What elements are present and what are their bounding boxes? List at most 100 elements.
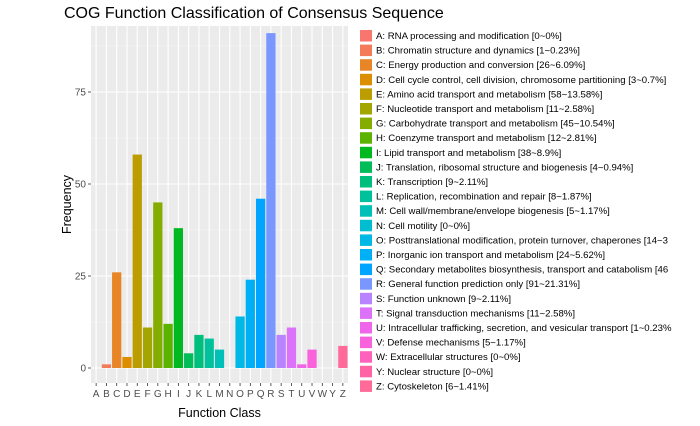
x-tick-label: S (278, 389, 285, 400)
y-axis: 0 25 50 75 (75, 88, 91, 375)
legend-entry: S: Function unknown [9~2.11%] (376, 294, 511, 305)
bar-I (173, 228, 184, 368)
x-tick-label: M (215, 389, 223, 400)
x-tick-label: I (177, 389, 180, 400)
legend-swatch (360, 219, 372, 232)
legend-swatch (360, 132, 372, 144)
bar-Q (255, 198, 266, 368)
bar-F (142, 327, 153, 368)
bar-D (122, 356, 132, 368)
x-tick-label: Z (340, 389, 346, 400)
legend-swatch (360, 380, 372, 392)
x-tick-label: J (186, 389, 191, 400)
legend-entry: B: Chromatin structure and dynamics [1~0… (376, 46, 580, 57)
legend-swatch (360, 336, 372, 349)
legend-swatch (360, 44, 372, 57)
legend-entry: E: Amino acid transport and metabolism [… (376, 89, 602, 100)
x-tick-label: K (196, 389, 203, 400)
bar-G (153, 202, 163, 368)
x-tick-label: Q (257, 389, 265, 400)
legend-entry: M: Cell wall/membrane/envelope biogenesi… (376, 206, 610, 217)
x-tick-label: T (288, 389, 294, 400)
bar-P (245, 279, 255, 368)
legend-entry: Q: Secondary metabolites biosynthesis, t… (376, 265, 668, 276)
bar-J (184, 353, 194, 368)
x-tick-label: L (206, 389, 212, 400)
legend-entry: I: Lipid transport and metabolism [38~8.… (376, 148, 561, 159)
legend-swatch (360, 190, 372, 203)
y-tick-label: 0 (80, 364, 86, 375)
x-tick-label: B (103, 389, 110, 400)
legend-swatch (360, 322, 372, 334)
bar-O (235, 316, 245, 368)
legend-entry: Z: Cytoskeleton [6~1.41%] (376, 381, 489, 392)
legend-entry: P: Inorganic ion transport and metabolis… (376, 250, 605, 261)
legend-entry: F: Nucleotide transport and metabolism [… (376, 104, 594, 115)
x-tick-label: P (247, 389, 254, 400)
bar-E (132, 154, 142, 368)
legend-swatch (360, 30, 372, 42)
legend-entry: U: Intracellular trafficking, secretion,… (376, 323, 672, 334)
legend-swatch (360, 351, 372, 363)
x-tick-label: D (123, 389, 130, 400)
x-tick-label: E (134, 389, 141, 400)
legend-entry: G: Carbohydrate transport and metabolism… (376, 119, 615, 130)
legend-entry: H: Coenzyme transport and metabolism [12… (376, 133, 597, 144)
legend-swatch (360, 73, 372, 86)
bar-H (163, 323, 173, 368)
bar-R (266, 33, 276, 369)
x-tick-label: U (298, 389, 305, 400)
bar-T (286, 327, 297, 368)
bar-C (112, 272, 122, 368)
bar-layer (101, 33, 348, 369)
legend-entry: R: General function prediction only [91~… (376, 279, 580, 290)
legend-swatch (360, 292, 372, 305)
legend-swatch (360, 161, 372, 173)
legend-swatch (360, 117, 372, 130)
y-tick-label: 75 (75, 88, 87, 99)
y-tick-label: 25 (75, 272, 87, 283)
legend-entry: V: Defense mechanisms [5~1.17%] (376, 338, 526, 349)
legend-swatch (360, 103, 372, 115)
legend-entry: T: Signal transduction mechanisms [11~2.… (376, 308, 575, 319)
legend-swatch (360, 88, 372, 100)
legend-swatch (360, 205, 372, 217)
legend-entry: J: Translation, ribosomal structure and … (376, 162, 633, 173)
bar-Z (338, 345, 348, 368)
legend-entry: Y: Nuclear structure [0~0%] (376, 367, 493, 378)
x-tick-label: A (93, 389, 100, 400)
x-tick-label: O (236, 389, 244, 400)
legend-swatch (360, 59, 372, 71)
x-tick-label: H (164, 389, 171, 400)
legend-swatch (360, 307, 372, 319)
x-tick-label: R (267, 389, 274, 400)
legend-entry: C: Energy production and conversion [26~… (376, 60, 585, 71)
legend-swatch (360, 146, 372, 159)
legend-entry: O: Posttranslational modification, prote… (376, 235, 668, 246)
bar-M (214, 349, 225, 368)
x-tick-label: V (309, 389, 316, 400)
y-tick-label: 50 (75, 180, 87, 191)
legend-swatch (360, 249, 372, 261)
legend-entry: L: Replication, recombination and repair… (376, 192, 592, 203)
x-tick-label: N (226, 389, 233, 400)
bar-U (297, 364, 307, 368)
legend-entry: D: Cell cycle control, cell division, ch… (376, 75, 666, 86)
legend-swatch (360, 365, 372, 378)
legend-entry: W: Extracellular structures [0~0%] (376, 352, 521, 363)
bar-L (204, 338, 214, 368)
legend-swatch (360, 176, 372, 188)
x-tick-label: Y (329, 389, 336, 400)
x-axis-label: Function Class (178, 406, 261, 420)
legend-swatch (360, 263, 372, 276)
x-tick-label: G (154, 389, 162, 400)
bar-K (194, 334, 204, 368)
bar-V (307, 349, 317, 368)
legend-entry: K: Transcription [9~2.11%] (376, 177, 488, 188)
x-tick-label: F (144, 389, 150, 400)
x-tick-label: W (318, 389, 328, 400)
chart-title: COG Function Classification of Consensus… (64, 5, 444, 22)
legend-swatch (360, 234, 372, 246)
